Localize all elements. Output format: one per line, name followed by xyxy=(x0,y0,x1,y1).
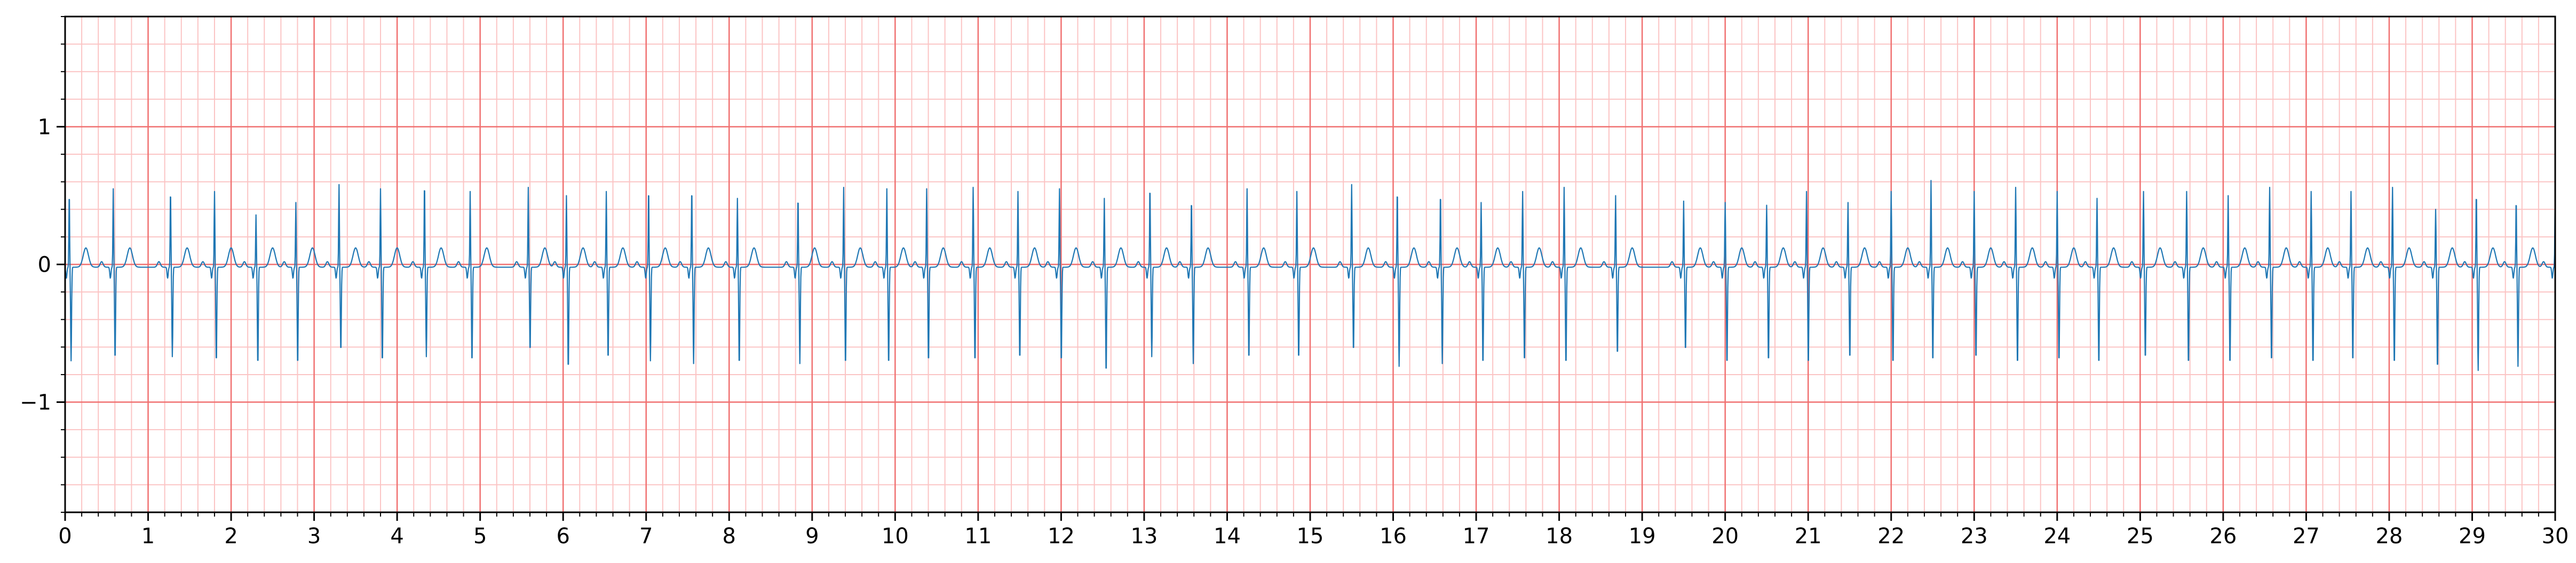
x-tick-label: 6 xyxy=(556,524,569,549)
y-tick-label: −1 xyxy=(20,391,51,415)
x-tick-label: 20 xyxy=(1711,524,1739,549)
x-tick-label: 29 xyxy=(2459,524,2486,549)
x-tick-label: 15 xyxy=(1297,524,1324,549)
x-tick-label: 5 xyxy=(473,524,487,549)
series-layer xyxy=(64,180,2556,371)
x-tick-label: 2 xyxy=(224,524,237,549)
x-tick-label: 0 xyxy=(58,524,72,549)
x-tick-label: 8 xyxy=(723,524,736,549)
x-tick-label: 7 xyxy=(639,524,653,549)
x-tick-label: 21 xyxy=(1795,524,1822,549)
x-tick-label: 12 xyxy=(1048,524,1075,549)
x-tick-label: 14 xyxy=(1214,524,1241,549)
x-tick-label: 30 xyxy=(2542,524,2569,549)
x-tick-label: 22 xyxy=(1877,524,1905,549)
x-tick-label: 10 xyxy=(882,524,909,549)
x-tick-label: 25 xyxy=(2127,524,2154,549)
x-tick-label: 13 xyxy=(1130,524,1158,549)
x-tick-label: 24 xyxy=(2043,524,2071,549)
x-tick-label: 27 xyxy=(2293,524,2320,549)
x-tick-label: 19 xyxy=(1629,524,1656,549)
x-tick-label: 26 xyxy=(2209,524,2237,549)
x-tick-label: 4 xyxy=(390,524,403,549)
major-grid xyxy=(64,17,2556,512)
x-tick-label: 3 xyxy=(307,524,321,549)
x-tick-label: 9 xyxy=(805,524,819,549)
ecg-trace-line xyxy=(64,180,2556,371)
y-axis: 1 0 −1 xyxy=(20,16,65,513)
x-tick-label: 23 xyxy=(1961,524,1988,549)
x-axis: 0 1 2 3 4 5 6 7 8 9 10 11 12 13 14 15 16 17 18 19 20 21 22 23 24… xyxy=(58,512,2569,549)
x-tick-label: 11 xyxy=(964,524,992,549)
x-tick-label: 1 xyxy=(141,524,155,549)
x-tick-label: 17 xyxy=(1463,524,1490,549)
x-tick-label: 16 xyxy=(1380,524,1407,549)
y-tick-label: 0 xyxy=(38,253,51,277)
x-tick-label: 18 xyxy=(1545,524,1573,549)
y-tick-label: 1 xyxy=(38,115,51,139)
x-tick-label: 28 xyxy=(2375,524,2403,549)
